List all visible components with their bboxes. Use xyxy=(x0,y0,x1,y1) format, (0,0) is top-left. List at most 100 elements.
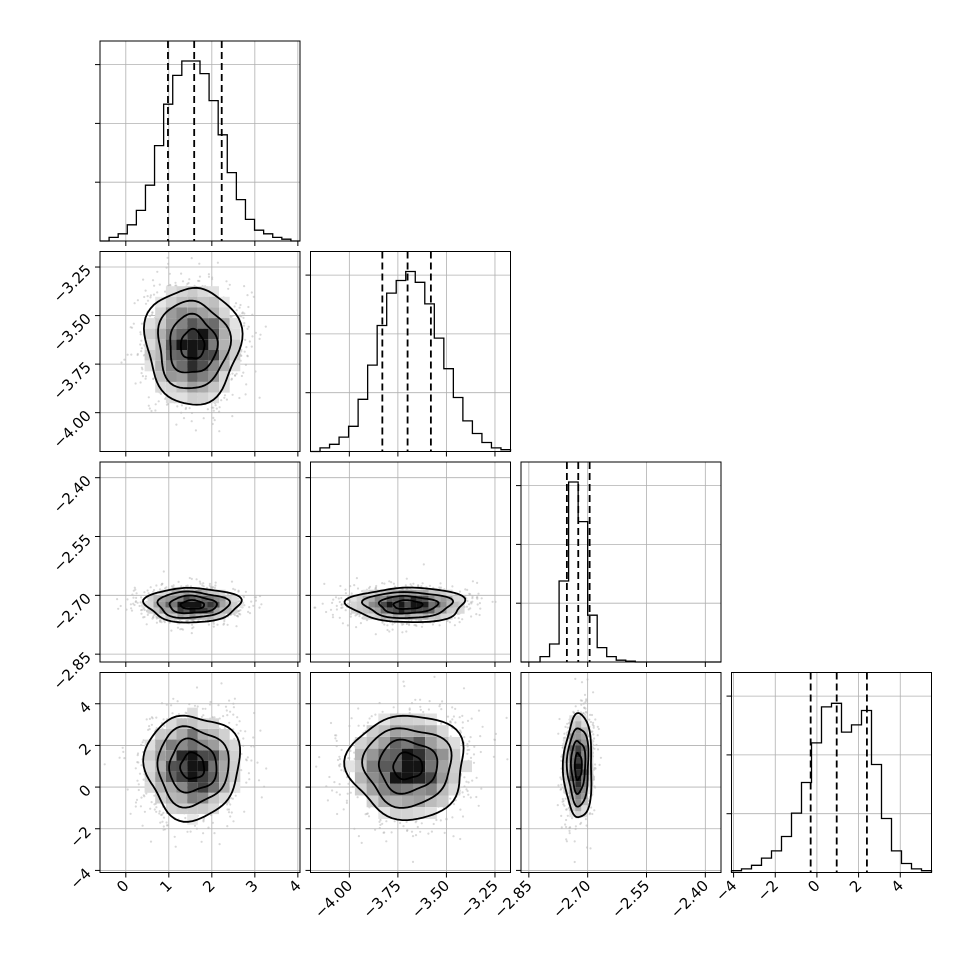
sample-point xyxy=(210,587,213,590)
sample-point xyxy=(214,404,217,407)
sample-point xyxy=(252,295,255,298)
sample-point xyxy=(329,608,333,611)
density-cell xyxy=(440,613,447,620)
density-cell xyxy=(153,607,160,614)
contour-line xyxy=(156,590,232,619)
sample-point xyxy=(466,599,469,603)
contour-line xyxy=(169,312,219,374)
density-cell xyxy=(452,595,459,602)
density-cell xyxy=(213,607,220,614)
sample-point xyxy=(207,623,210,626)
sample-point xyxy=(190,411,194,415)
y-tick-label: −3.75 xyxy=(50,358,95,403)
density-cell xyxy=(187,392,198,404)
sample-point xyxy=(338,616,341,619)
density-cell xyxy=(197,286,209,297)
density-cell xyxy=(446,589,453,596)
contour-line xyxy=(142,286,244,406)
sample-point xyxy=(358,615,361,618)
sample-point xyxy=(142,278,145,281)
density-cell xyxy=(392,613,399,620)
density-cell xyxy=(386,607,393,614)
sample-point xyxy=(392,582,395,585)
sample-point xyxy=(139,381,142,384)
sample-point xyxy=(417,584,420,587)
pair-plot-area xyxy=(100,251,300,452)
sample-point xyxy=(152,616,155,619)
density-cell xyxy=(197,339,209,350)
density-cell xyxy=(374,589,381,596)
density-cell xyxy=(368,607,375,614)
density-cell xyxy=(231,595,238,602)
sample-point xyxy=(243,322,246,325)
density-cell xyxy=(428,607,435,614)
sample-point xyxy=(233,305,236,308)
density-cell xyxy=(155,318,166,329)
sample-point xyxy=(250,345,253,348)
sample-point xyxy=(248,340,251,343)
sample-point xyxy=(186,282,189,286)
density-cell xyxy=(208,350,219,361)
density-cell xyxy=(197,382,209,393)
density-cell xyxy=(159,601,166,608)
histogram-3 xyxy=(730,702,933,873)
sample-point xyxy=(471,580,474,583)
density-cell xyxy=(165,595,172,602)
sample-point xyxy=(176,626,180,629)
sample-point xyxy=(130,353,133,356)
sample-point xyxy=(139,601,142,604)
sample-point xyxy=(188,703,191,706)
density-cell xyxy=(144,339,156,350)
density-cell xyxy=(410,613,417,620)
sample-point xyxy=(166,256,169,259)
sample-point xyxy=(438,586,441,589)
sample-point xyxy=(230,580,234,583)
sample-point xyxy=(237,732,240,735)
density-cell xyxy=(187,360,198,372)
sample-point xyxy=(388,580,391,583)
sample-point xyxy=(339,584,342,588)
density-cell xyxy=(392,607,399,614)
sample-point xyxy=(177,580,180,584)
density-cell xyxy=(213,589,220,596)
sample-point xyxy=(152,293,156,296)
sample-point xyxy=(162,816,166,819)
sample-point xyxy=(144,302,148,305)
sample-point xyxy=(198,275,202,278)
density-cell xyxy=(219,360,230,372)
density-cell xyxy=(362,601,369,608)
sample-point xyxy=(139,343,142,346)
density-cell xyxy=(187,296,198,308)
sample-point xyxy=(464,588,467,591)
hist-panel-1 xyxy=(305,251,512,457)
sample-point xyxy=(235,372,238,375)
sample-point xyxy=(169,284,172,287)
sample-point xyxy=(229,815,232,818)
density-cell xyxy=(177,613,184,620)
density-cell xyxy=(422,589,429,596)
density-cell xyxy=(392,595,399,602)
density-cell xyxy=(165,286,177,297)
sample-point xyxy=(331,613,334,616)
sample-point xyxy=(176,405,179,408)
sample-point xyxy=(172,586,175,589)
pair-plot-area xyxy=(310,462,511,662)
sample-point xyxy=(477,592,480,595)
density-cell xyxy=(416,607,423,614)
density-cell xyxy=(225,595,232,602)
hist-panel-3: −4 −2 0 2 4 xyxy=(712,672,933,905)
density-cell xyxy=(208,286,219,297)
sample-point xyxy=(140,612,143,615)
sample-point xyxy=(240,350,243,353)
density-cell xyxy=(207,601,214,608)
sample-point xyxy=(202,417,205,420)
density-cell xyxy=(219,307,230,318)
sample-point xyxy=(145,718,148,721)
density-cell xyxy=(197,296,209,308)
sample-point xyxy=(144,289,147,292)
sample-point xyxy=(233,588,237,591)
density-cell xyxy=(350,607,357,614)
density-cell xyxy=(195,607,202,614)
sample-point xyxy=(331,601,334,605)
